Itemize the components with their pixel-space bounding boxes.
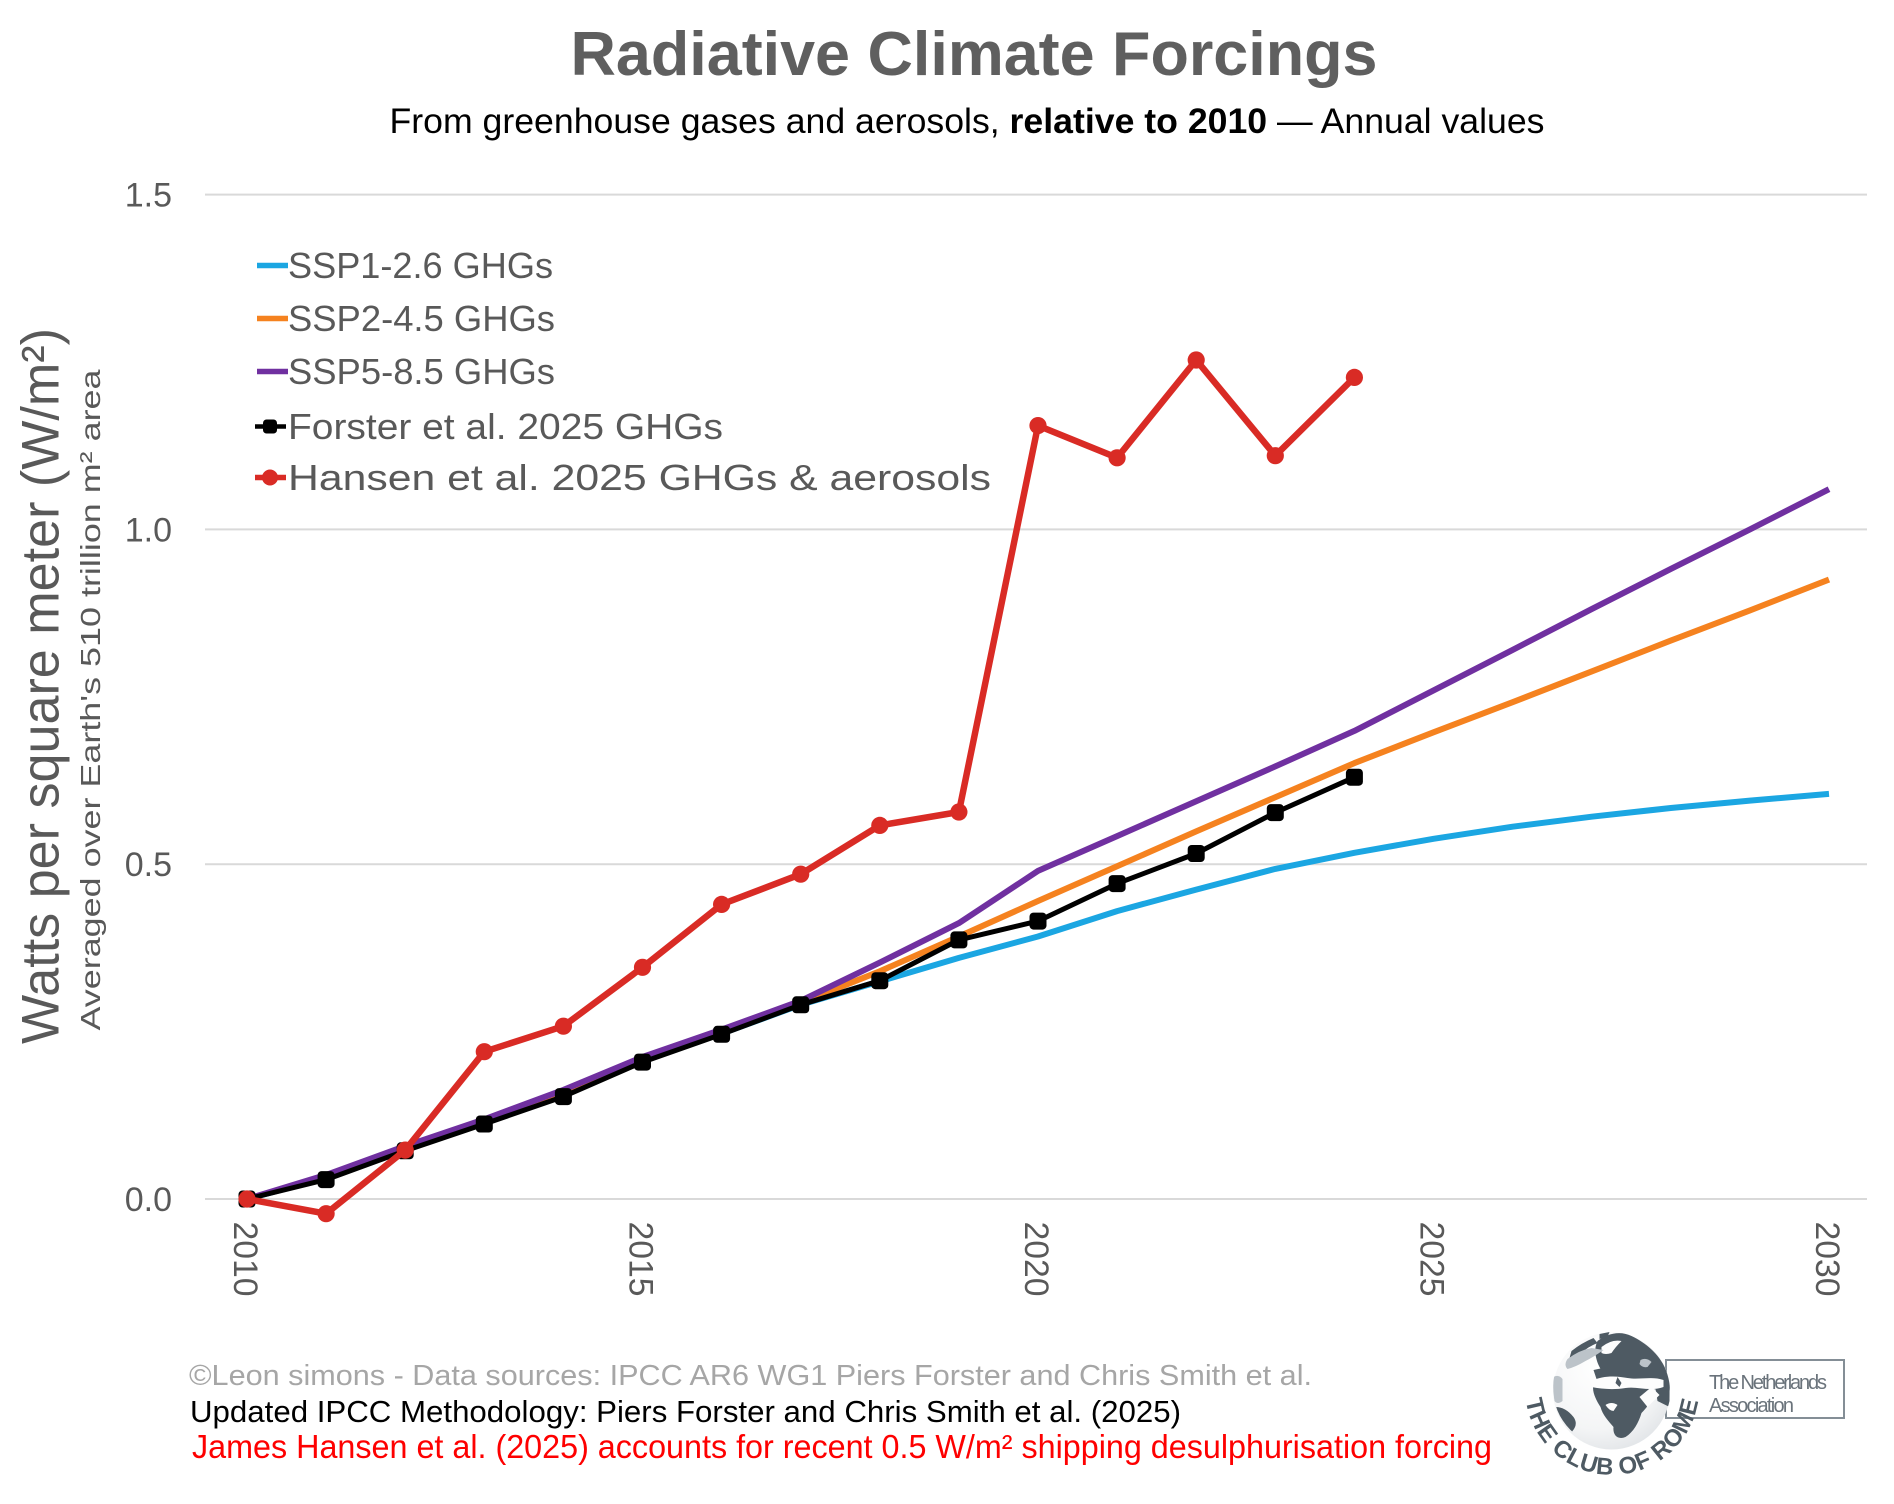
svg-text:Averaged over Earth's 510 tril: Averaged over Earth's 510 trillion m² ar… [75, 369, 106, 1031]
svg-text:SSP2-4.5 GHGs: SSP2-4.5 GHGs [288, 298, 555, 339]
svg-text:Watts per square meter (W/m²): Watts per square meter (W/m²) [12, 328, 71, 1044]
svg-text:1.5: 1.5 [125, 177, 172, 215]
svg-text:2010: 2010 [226, 1222, 264, 1297]
svg-text:Association: Association [1709, 1395, 1794, 1417]
svg-text:2030: 2030 [1808, 1222, 1846, 1297]
svg-text:Updated IPCC Methodology: Pier: Updated IPCC Methodology: Piers Forster … [190, 1394, 1181, 1429]
svg-text:The Netherlands: The Netherlands [1709, 1372, 1827, 1394]
svg-text:Radiative Climate Forcings: Radiative Climate Forcings [571, 20, 1378, 89]
svg-text:SSP1-2.6 GHGs: SSP1-2.6 GHGs [288, 245, 553, 286]
svg-text:James Hansen et al. (2025) acc: James Hansen et al. (2025) accounts for … [192, 1428, 1492, 1465]
svg-text:Hansen et al. 2025 GHGs & aero: Hansen et al. 2025 GHGs & aerosols [288, 457, 991, 498]
svg-text:0.5: 0.5 [125, 846, 172, 884]
svg-text:1.0: 1.0 [125, 511, 172, 549]
svg-text:From greenhouse gases and aero: From greenhouse gases and aerosols, rela… [390, 102, 1545, 141]
svg-text:2025: 2025 [1413, 1222, 1451, 1297]
svg-text:©Leon simons - Data sources: I: ©Leon simons - Data sources: IPCC AR6 WG… [189, 1360, 1312, 1392]
svg-text:0.0: 0.0 [125, 1181, 172, 1219]
svg-text:SSP5-8.5 GHGs: SSP5-8.5 GHGs [288, 351, 555, 392]
svg-text:2015: 2015 [622, 1222, 660, 1297]
svg-text:2020: 2020 [1017, 1222, 1055, 1297]
svg-text:Forster et al. 2025 GHGs: Forster et al. 2025 GHGs [288, 406, 723, 447]
